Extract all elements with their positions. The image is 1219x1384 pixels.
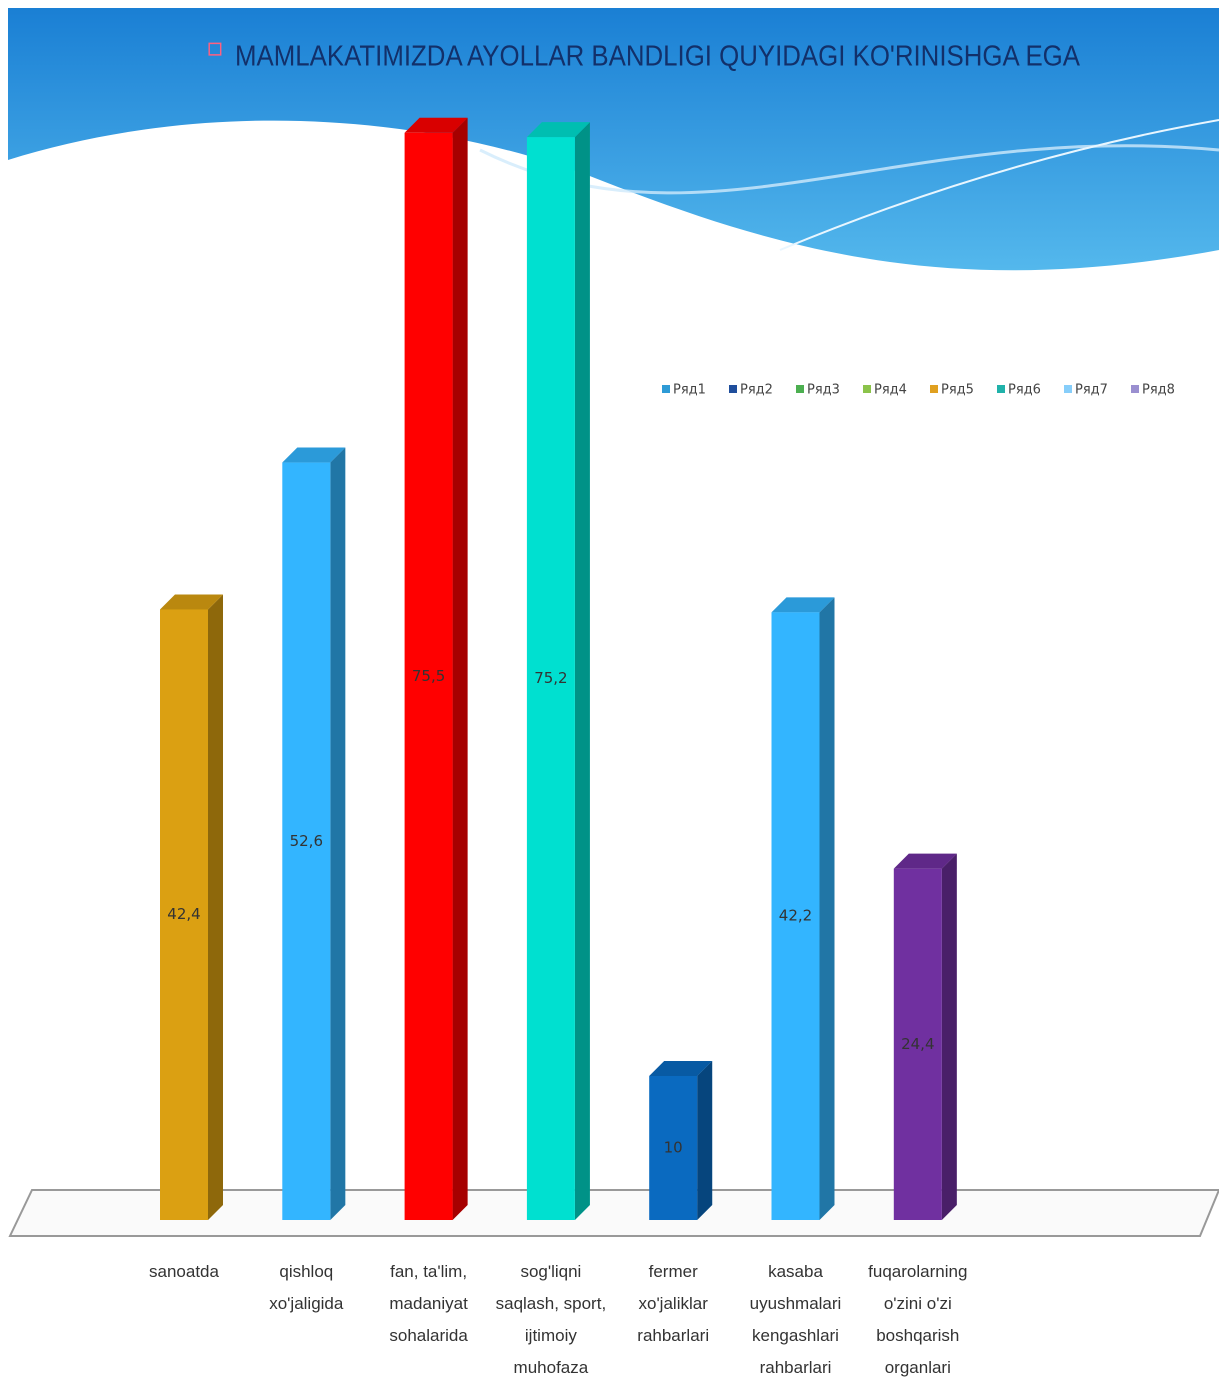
bar-front [649,1076,698,1220]
bar-front [282,462,331,1220]
category-label: sog'liqni saqlash, sport, ijtimoiy muhof… [495,1262,607,1377]
legend-swatch [930,385,938,393]
bar [649,1061,713,1220]
legend-label: Ряд6 [1008,383,1041,398]
value-label: 75,2 [534,669,567,687]
bar-side [819,597,835,1220]
legend-label: Ряд5 [941,383,974,398]
legend-swatch [863,385,871,393]
bar-top [771,597,835,613]
bar-top-shade [282,447,346,463]
bar-side-shade [574,122,590,1221]
bar-front [526,137,575,1220]
legend-swatch [997,385,1005,393]
bar-side [574,122,590,1221]
bullet: ▫ [206,33,224,63]
category-label: kasaba uyushmalari kengashlari rahbarlar… [749,1262,842,1377]
category-label: fermer xo'jaliklar rahbarlari [637,1262,710,1345]
bar-side [697,1061,713,1220]
value-label: 52,6 [290,832,323,850]
bar-side-shade [330,447,346,1220]
category-label: qishloq xo'jaligida [269,1262,344,1313]
wave-line [779,119,1219,251]
bar [526,122,590,1221]
legend-label: Ряд3 [807,383,840,398]
bar-front [160,609,208,1220]
bar-top [282,447,346,463]
bar-front [404,132,453,1220]
legend-label: Ряд7 [1075,383,1108,398]
category-label: fuqarolarning o'zini o'zi boshqarish org… [868,1262,968,1377]
bar-top [160,594,223,610]
category-label: fan, ta'lim, madaniyat sohalarida [389,1262,468,1345]
bar-side-shade [941,853,957,1220]
bar-top-shade [893,853,957,869]
value-label: 10 [664,1139,683,1157]
bar-side-shade [208,594,223,1220]
bar-top [404,117,468,133]
bar-front [771,612,820,1220]
legend-swatch [729,385,737,393]
bar [160,594,223,1220]
bar-side [330,447,346,1220]
bar-top-shade [771,597,835,613]
legend-label: Ряд4 [874,383,907,398]
value-label: 24,4 [901,1035,934,1053]
bar-side [452,117,468,1220]
bar [282,447,346,1220]
bar-side [208,594,223,1220]
bar-top [893,853,957,869]
bar [771,597,835,1220]
bar-top [649,1061,713,1076]
bar [404,117,468,1220]
legend-swatch [1064,385,1072,393]
bar-top-shade [526,122,590,138]
bar-top-shade [649,1061,713,1076]
bar-side-shade [819,597,835,1220]
category-label: sanoatda [149,1262,219,1281]
value-label: 42,2 [779,907,812,925]
legend-label: Ряд8 [1142,383,1175,398]
legend-swatch [796,385,804,393]
legend-swatch [662,385,670,393]
bar-side [941,853,957,1220]
legend-label: Ряд2 [740,383,773,398]
value-label: 42,4 [167,905,200,923]
bar-top-shade [160,594,223,610]
bar-top-shade [404,117,468,133]
bar-side-shade [697,1061,713,1220]
legend-swatch [1131,385,1139,393]
bar-front [893,868,942,1220]
bar-top [526,122,590,138]
chart-title: MAMLAKATIMIZDA AYOLLAR BANDLIGI QUYIDAGI… [235,41,1081,73]
bar [893,853,957,1220]
legend-label: Ряд1 [673,383,706,398]
bar-side-shade [452,117,468,1220]
value-label: 75,5 [412,667,445,685]
